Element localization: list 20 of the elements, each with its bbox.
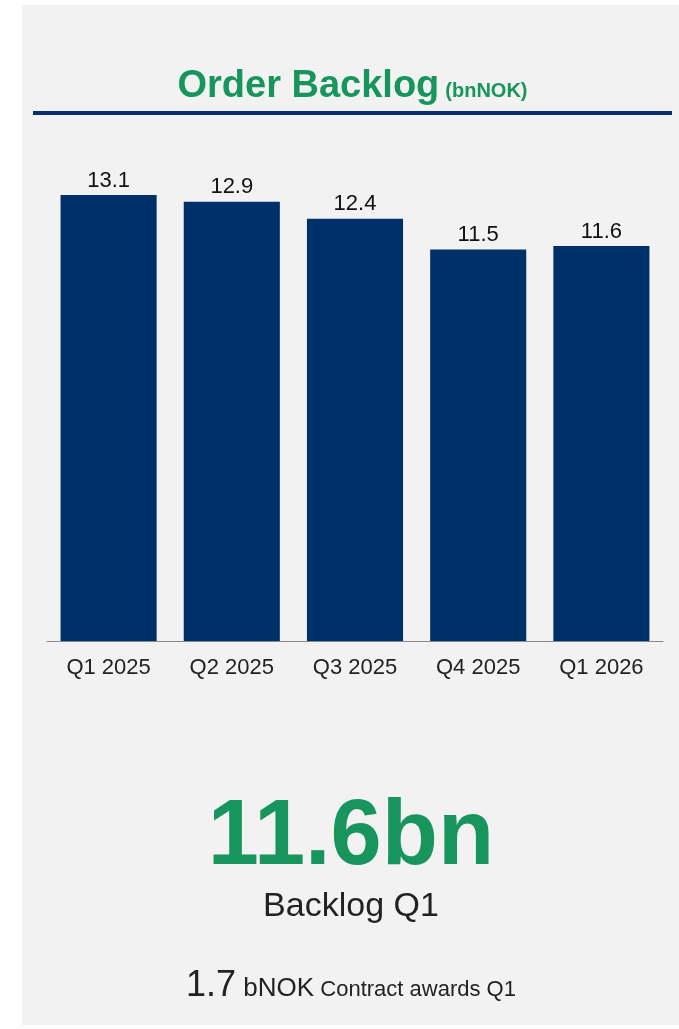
x-tick-label: Q4 2025 [436, 653, 521, 679]
data-label: 12.9 [210, 173, 254, 199]
data-label: 11.6 [580, 217, 622, 243]
data-label: 13.1 [87, 166, 131, 192]
bar [306, 218, 404, 641]
x-tick-label: Q1 2026 [559, 653, 644, 679]
bar [430, 249, 527, 641]
x-tick-label: Q2 2025 [189, 653, 274, 679]
text: 11.6bn [206, 780, 496, 885]
x-tick-label: Q1 2025 [66, 653, 151, 679]
x-tick-label: Q3 2025 [312, 653, 398, 679]
text: Backlog Q1 [262, 885, 440, 924]
bar [60, 195, 157, 641]
data-label: 12.4 [333, 190, 377, 216]
data-label: 11.5 [457, 220, 499, 246]
bar [183, 201, 280, 641]
text: 1.7 bNOK Contract awards Q1 [186, 963, 516, 1004]
chart-title: Order Backlog [177, 63, 440, 105]
bar [553, 246, 650, 641]
chart-subtitle: (bnNOK) [445, 79, 528, 101]
